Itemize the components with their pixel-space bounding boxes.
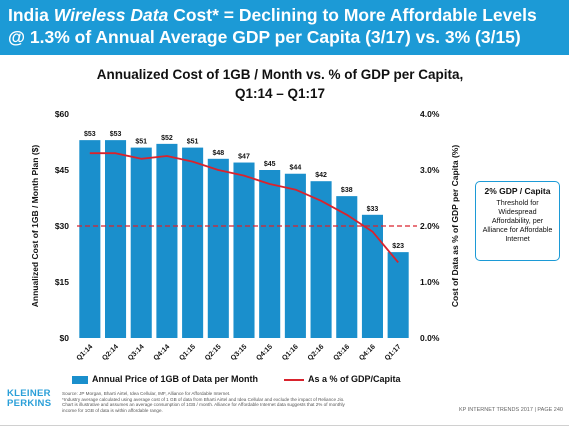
bar-data-label: $23 <box>392 243 404 250</box>
right-axis-tick-label: 2.0% <box>420 221 440 231</box>
bar <box>79 140 101 338</box>
footer-divider <box>0 425 569 426</box>
bar <box>361 214 383 338</box>
left-axis-ticks: $0 $15 $30 $45 $60 <box>55 109 69 343</box>
page-title-line1: India Wireless Data Cost* = Declining to… <box>8 4 563 26</box>
bar-data-label: $42 <box>315 172 327 179</box>
left-axis-tick-label: $0 <box>60 333 70 343</box>
legend-line-label: As a % of GDP/Capita <box>308 374 401 384</box>
kleiner-perkins-logo: KLEINER PERKINS <box>7 389 51 409</box>
bar-data-label: $52 <box>161 135 173 142</box>
page-title-part-c: Cost* = Declining to More Affordable Lev… <box>168 5 537 25</box>
bar <box>156 143 178 338</box>
legend-bar-swatch <box>72 376 88 384</box>
legend-line-swatch <box>284 379 304 381</box>
right-axis-title: Cost of Data as % of GDP per Capita (%) <box>450 145 460 307</box>
right-axis-tick-label: 1.0% <box>420 277 440 287</box>
bar-data-label: $45 <box>264 161 276 168</box>
bar <box>387 252 409 338</box>
source-line1: Source: JP Morgan, Bharti Airtel, Idea C… <box>62 391 231 396</box>
header-bar <box>0 0 569 55</box>
footer-page-info: KP INTERNET TRENDS 2017 | PAGE 240 <box>458 407 563 413</box>
bar <box>310 181 332 338</box>
left-axis-tick-label: $45 <box>55 165 69 175</box>
x-axis-labels: Q1:14 Q2:14 Q3:14 Q4:14 Q1:15 Q2:15 Q3:15 Q4:15… <box>76 343 403 362</box>
left-axis-tick-label: $60 <box>55 109 69 119</box>
source-line3: Chart is illustrative and assumes an ave… <box>62 402 345 408</box>
x-axis-label: Q1:17 <box>384 343 403 362</box>
x-axis-label: Q2:16 <box>307 343 326 362</box>
callout-body: Threshold for Widespread Affordability, … <box>482 198 553 243</box>
bar <box>182 147 204 338</box>
bar <box>259 170 281 338</box>
callout-title: 2% GDP / Capita <box>484 186 551 196</box>
chart-title-line1: Annualized Cost of 1GB / Month vs. % of … <box>96 67 464 82</box>
bar-data-label: $51 <box>187 139 199 146</box>
logo-line2: PERKINS <box>7 398 52 409</box>
right-axis-tick-label: 4.0% <box>420 109 440 119</box>
left-axis-tick-label: $30 <box>55 221 69 231</box>
bar-data-label: $53 <box>84 131 96 138</box>
x-axis-label: Q1:14 <box>76 343 95 362</box>
bar-data-label: $53 <box>110 131 122 138</box>
left-axis-tick-label: $15 <box>55 277 69 287</box>
page-title-part-italic: Wireless Data <box>53 5 169 25</box>
page-title-part-a: India <box>8 5 54 25</box>
bar <box>207 158 229 338</box>
source-line2: *Industry average calculated using avera… <box>62 396 345 402</box>
right-axis-tick-label: 0.0% <box>420 333 440 343</box>
right-axis-ticks: 0.0% 1.0% 2.0% 3.0% 4.0% <box>420 109 440 343</box>
page-title-line2: @ 1.3% of Annual Average GDP per Capita … <box>8 27 521 47</box>
bar-data-label: $38 <box>341 187 353 194</box>
x-axis-label: Q3:16 <box>332 343 351 362</box>
bar <box>130 147 152 338</box>
bar-data-label: $33 <box>367 206 379 213</box>
chart-subtitle: Q1:14 – Q1:17 <box>234 86 326 101</box>
bar <box>336 196 358 338</box>
bar <box>233 162 255 338</box>
bar-data-label: $47 <box>238 154 250 161</box>
source-line4: income for 1GB of data is within afforda… <box>62 407 163 413</box>
axis-titles: Annualized Cost of 1GB / Month Plan ($) C… <box>30 145 460 308</box>
x-axis-label: Q1:15 <box>178 343 197 362</box>
bar-data-labels: $53 $53 $51 $52 $51 $48 $47 $45 $44 $42 $38 $33 $23 <box>84 131 404 250</box>
page-title: India Wireless Data Cost* = Declining to… <box>8 4 563 48</box>
x-axis-label: Q2:14 <box>101 343 120 362</box>
threshold-callout: 2% GDP / Capita Threshold for Widespread… <box>475 181 560 261</box>
x-axis-label: Q3:15 <box>230 343 249 362</box>
line-series-group <box>89 152 399 263</box>
right-axis-tick-label: 3.0% <box>420 165 440 175</box>
x-axis-label: Q3:14 <box>127 343 146 362</box>
legend-bar-label: Annual Price of 1GB of Data per Month <box>92 374 259 384</box>
bar-data-label: $48 <box>212 150 224 157</box>
chart-legend: Annual Price of 1GB of Data per Month As… <box>72 373 432 387</box>
x-axis-label: Q2:15 <box>204 343 223 362</box>
bar <box>105 140 127 338</box>
x-axis-label: Q1:16 <box>281 343 300 362</box>
chart-title: Annualized Cost of 1GB / Month vs. % of … <box>60 65 500 103</box>
bar-data-label: $44 <box>290 165 302 172</box>
bar-series <box>79 140 409 338</box>
bar-data-label: $51 <box>135 139 147 146</box>
gdp-share-line <box>89 152 399 263</box>
x-axis-label: Q4:15 <box>255 343 274 362</box>
x-axis-label: Q4:14 <box>153 343 172 362</box>
bar <box>284 173 306 338</box>
source-note: Source: JP Morgan, Bharti Airtel, Idea C… <box>62 391 422 413</box>
x-axis-label: Q4:16 <box>358 343 377 362</box>
left-axis-title: Annualized Cost of 1GB / Month Plan ($) <box>30 145 40 308</box>
logo-line1: KLEINER <box>7 388 51 399</box>
